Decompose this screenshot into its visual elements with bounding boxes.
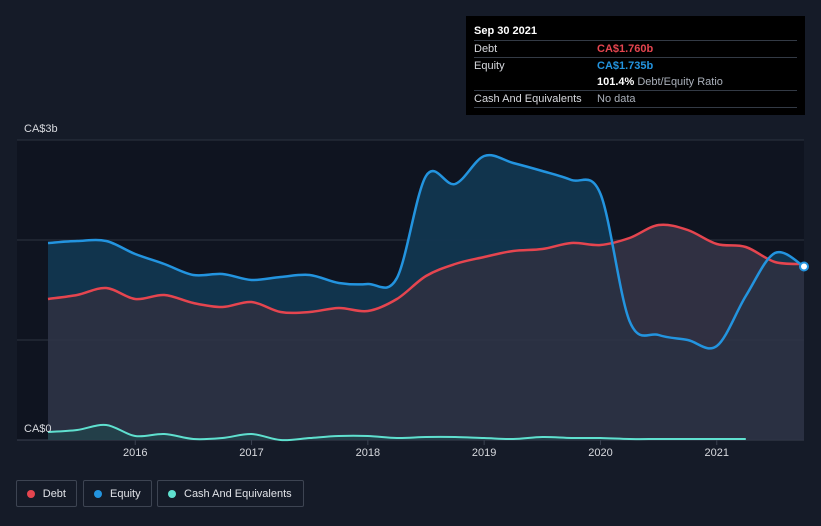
tooltip-cash-label: Cash And Equivalents	[474, 93, 582, 105]
x-tick-label: 2019	[472, 447, 496, 459]
tooltip-equity-value: CA$1.735b	[597, 60, 654, 72]
equity-dot-icon	[94, 489, 102, 498]
legend-debt-label: Debt	[42, 487, 66, 500]
x-axis: 2016 2017 2018 2019 2020 2021	[123, 440, 729, 459]
tooltip-ratio-label: Debt/Equity Ratio	[637, 76, 723, 88]
tooltip-debt-label: Debt	[474, 43, 498, 55]
cash-line	[47, 423, 746, 442]
x-tick-label: 2021	[705, 447, 729, 459]
legend-equity-label: Equity	[110, 487, 141, 500]
x-tick-label: 2018	[356, 447, 380, 459]
legend-cash[interactable]: Cash And Equivalents	[157, 480, 304, 507]
tooltip-date: Sep 30 2021	[474, 23, 797, 41]
tooltip-cash-value: No data	[597, 93, 636, 105]
area-fills	[48, 155, 804, 441]
x-tick-label: 2017	[239, 447, 263, 459]
y-axis-bottom-label: CA$0	[24, 423, 52, 435]
equity-line	[47, 153, 805, 350]
tooltip-ratio-value: 101.4%	[597, 76, 635, 88]
tooltip-cash-row: Cash And Equivalents No data	[474, 91, 797, 108]
tooltip-debt-value: CA$1.760b	[597, 43, 654, 55]
cash-area	[48, 424, 746, 441]
data-tooltip: Sep 30 2021 Debt CA$1.760b Equity CA$1.7…	[466, 16, 805, 115]
legend-equity[interactable]: Equity	[83, 480, 152, 507]
cash-dot-icon	[168, 489, 176, 498]
y-axis-top-label: CA$3b	[24, 123, 58, 135]
legend-debt[interactable]: Debt	[16, 480, 77, 507]
debt-line	[47, 223, 805, 315]
legend-cash-label: Cash And Equivalents	[184, 487, 292, 500]
debt-area	[48, 224, 804, 440]
tooltip-ratio-row: 101.4% Debt/Equity Ratio	[474, 74, 797, 91]
x-tick-label: 2020	[588, 447, 612, 459]
x-tick-label: 2016	[123, 447, 147, 459]
tooltip-debt-row: Debt CA$1.760b	[474, 41, 797, 58]
series-end-marker	[799, 261, 809, 272]
tooltip-equity-label: Equity	[474, 60, 505, 72]
series-lines	[47, 153, 805, 442]
debt-dot-icon	[27, 489, 35, 498]
tooltip-equity-row: Equity CA$1.735b	[474, 58, 797, 74]
